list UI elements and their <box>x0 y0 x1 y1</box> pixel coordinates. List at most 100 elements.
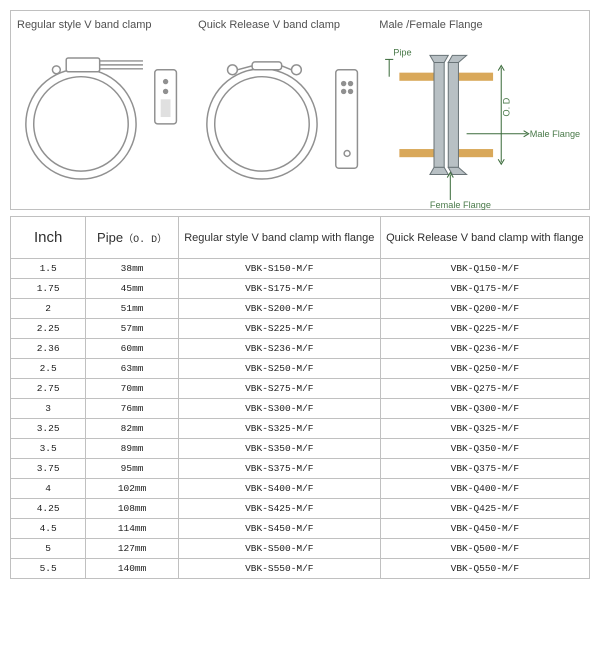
diagram-panel: Regular style V band clamp <box>10 10 590 210</box>
table-row: 2.3660mmVBK-S236-M/FVBK-Q236-M/F <box>11 339 590 359</box>
cell-regular: VBK-S275-M/F <box>178 379 380 399</box>
cell-pipe: 140mm <box>86 559 179 579</box>
cell-quick: VBK-Q550-M/F <box>380 559 589 579</box>
cell-inch: 5 <box>11 539 86 559</box>
quick-diagram <box>198 37 375 201</box>
table-row: 3.2582mmVBK-S325-M/FVBK-Q325-M/F <box>11 419 590 439</box>
cell-quick: VBK-Q236-M/F <box>380 339 589 359</box>
cell-quick: VBK-Q350-M/F <box>380 439 589 459</box>
cell-quick: VBK-Q225-M/F <box>380 319 589 339</box>
cell-quick: VBK-Q325-M/F <box>380 419 589 439</box>
cell-regular: VBK-S236-M/F <box>178 339 380 359</box>
cell-regular: VBK-S350-M/F <box>178 439 380 459</box>
table-row: 1.538mmVBK-S150-M/FVBK-Q150-M/F <box>11 259 590 279</box>
col-regular: Regular style V band clamp with flange <box>178 217 380 259</box>
cell-pipe: 70mm <box>86 379 179 399</box>
cell-pipe: 38mm <box>86 259 179 279</box>
cell-pipe: 127mm <box>86 539 179 559</box>
cell-regular: VBK-S450-M/F <box>178 519 380 539</box>
cell-inch: 2.25 <box>11 319 86 339</box>
flange-diagram: Pipe O. D Male Flange Female Flange <box>379 37 583 210</box>
col-inch: Inch <box>11 217 86 259</box>
cell-regular: VBK-S150-M/F <box>178 259 380 279</box>
cell-inch: 3.5 <box>11 439 86 459</box>
cell-inch: 4 <box>11 479 86 499</box>
spec-table: Inch Pipe（O. D） Regular style V band cla… <box>10 216 590 579</box>
cell-inch: 1.5 <box>11 259 86 279</box>
cell-inch: 3.25 <box>11 419 86 439</box>
cell-pipe: 89mm <box>86 439 179 459</box>
cell-regular: VBK-S500-M/F <box>178 539 380 559</box>
table-row: 4.25108mmVBK-S425-M/FVBK-Q425-M/F <box>11 499 590 519</box>
flange-icon: Pipe O. D Male Flange Female Flange <box>379 37 583 210</box>
cell-pipe: 102mm <box>86 479 179 499</box>
cell-pipe: 45mm <box>86 279 179 299</box>
cell-quick: VBK-Q300-M/F <box>380 399 589 419</box>
cell-inch: 2 <box>11 299 86 319</box>
cell-regular: VBK-S325-M/F <box>178 419 380 439</box>
table-row: 4102mmVBK-S400-M/FVBK-Q400-M/F <box>11 479 590 499</box>
regular-title: Regular style V band clamp <box>17 19 194 31</box>
cell-quick: VBK-Q375-M/F <box>380 459 589 479</box>
cell-pipe: 63mm <box>86 359 179 379</box>
cell-regular: VBK-S175-M/F <box>178 279 380 299</box>
flange-col: Male /Female Flange <box>379 19 583 201</box>
quick-clamp-col: Quick Release V band clamp <box>198 19 375 201</box>
table-row: 3.589mmVBK-S350-M/FVBK-Q350-M/F <box>11 439 590 459</box>
table-row: 2.2557mmVBK-S225-M/FVBK-Q225-M/F <box>11 319 590 339</box>
table-row: 4.5114mmVBK-S450-M/FVBK-Q450-M/F <box>11 519 590 539</box>
cell-quick: VBK-Q250-M/F <box>380 359 589 379</box>
cell-regular: VBK-S200-M/F <box>178 299 380 319</box>
regular-clamp-icon <box>17 37 194 201</box>
flange-title: Male /Female Flange <box>379 19 583 31</box>
cell-regular: VBK-S225-M/F <box>178 319 380 339</box>
cell-pipe: 82mm <box>86 419 179 439</box>
cell-pipe: 57mm <box>86 319 179 339</box>
cell-inch: 2.36 <box>11 339 86 359</box>
cell-quick: VBK-Q150-M/F <box>380 259 589 279</box>
cell-quick: VBK-Q500-M/F <box>380 539 589 559</box>
cell-quick: VBK-Q450-M/F <box>380 519 589 539</box>
female-flange-label: Female Flange <box>430 200 491 210</box>
cell-pipe: 60mm <box>86 339 179 359</box>
cell-inch: 3.75 <box>11 459 86 479</box>
table-body: 1.538mmVBK-S150-M/FVBK-Q150-M/F1.7545mmV… <box>11 259 590 579</box>
quick-clamp-icon <box>198 37 375 201</box>
cell-quick: VBK-Q400-M/F <box>380 479 589 499</box>
cell-inch: 2.5 <box>11 359 86 379</box>
col-quick: Quick Release V band clamp with flange <box>380 217 589 259</box>
cell-inch: 3 <box>11 399 86 419</box>
cell-regular: VBK-S250-M/F <box>178 359 380 379</box>
cell-quick: VBK-Q200-M/F <box>380 299 589 319</box>
male-flange-label: Male Flange <box>530 129 580 139</box>
cell-quick: VBK-Q175-M/F <box>380 279 589 299</box>
quick-title: Quick Release V band clamp <box>198 19 375 31</box>
cell-regular: VBK-S425-M/F <box>178 499 380 519</box>
cell-pipe: 95mm <box>86 459 179 479</box>
table-row: 376mmVBK-S300-M/FVBK-Q300-M/F <box>11 399 590 419</box>
cell-inch: 4.25 <box>11 499 86 519</box>
cell-pipe: 108mm <box>86 499 179 519</box>
cell-regular: VBK-S400-M/F <box>178 479 380 499</box>
cell-quick: VBK-Q275-M/F <box>380 379 589 399</box>
pipe-label: Pipe <box>394 47 412 57</box>
od-label: O. D <box>502 97 512 116</box>
table-row: 1.7545mmVBK-S175-M/FVBK-Q175-M/F <box>11 279 590 299</box>
table-row: 3.7595mmVBK-S375-M/FVBK-Q375-M/F <box>11 459 590 479</box>
cell-pipe: 76mm <box>86 399 179 419</box>
cell-inch: 4.5 <box>11 519 86 539</box>
table-header-row: Inch Pipe（O. D） Regular style V band cla… <box>11 217 590 259</box>
cell-quick: VBK-Q425-M/F <box>380 499 589 519</box>
cell-inch: 1.75 <box>11 279 86 299</box>
table-row: 5.5140mmVBK-S550-M/FVBK-Q550-M/F <box>11 559 590 579</box>
cell-pipe: 114mm <box>86 519 179 539</box>
cell-pipe: 51mm <box>86 299 179 319</box>
cell-regular: VBK-S300-M/F <box>178 399 380 419</box>
cell-inch: 5.5 <box>11 559 86 579</box>
regular-diagram <box>17 37 194 201</box>
table-row: 2.563mmVBK-S250-M/FVBK-Q250-M/F <box>11 359 590 379</box>
cell-regular: VBK-S550-M/F <box>178 559 380 579</box>
regular-clamp-col: Regular style V band clamp <box>17 19 194 201</box>
table-row: 251mmVBK-S200-M/FVBK-Q200-M/F <box>11 299 590 319</box>
col-pipe: Pipe（O. D） <box>86 217 179 259</box>
